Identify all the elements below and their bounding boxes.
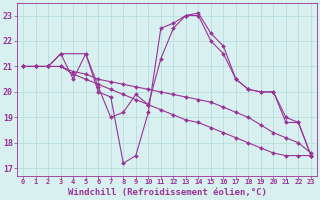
X-axis label: Windchill (Refroidissement éolien,°C): Windchill (Refroidissement éolien,°C) bbox=[68, 188, 267, 197]
